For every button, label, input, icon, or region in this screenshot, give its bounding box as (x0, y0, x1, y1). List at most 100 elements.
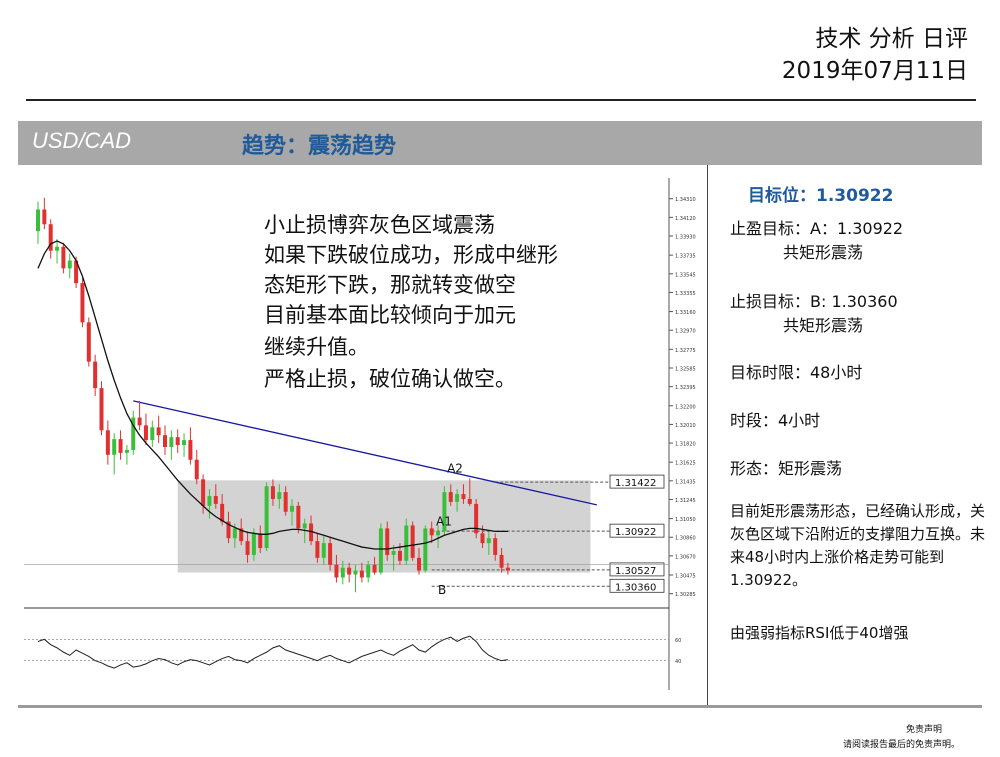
y-tick-label-15: 1.31435 (675, 479, 696, 485)
candle-body-36 (264, 486, 269, 549)
candle-body-17 (143, 425, 148, 441)
y-tick-label-3: 1.33735 (675, 254, 696, 260)
level-box-1 (609, 523, 665, 538)
candle-body-32 (239, 528, 244, 542)
candle-body-15 (131, 417, 136, 450)
level-box-0 (609, 474, 665, 489)
level-label-3: 1.30360 (615, 582, 656, 593)
candle-body-4 (61, 246, 66, 269)
candle-body-3 (55, 246, 60, 251)
candle-body-0 (36, 209, 40, 232)
period: 时段：4小时 (730, 411, 821, 430)
y-tick-label-6: 1.33160 (675, 310, 696, 316)
candle-body-44 (315, 541, 320, 558)
candle-body-66 (455, 494, 460, 502)
y-tick-label-13: 1.31820 (675, 442, 696, 448)
take-profit: 止盈目标：A：1.30922 (730, 219, 904, 238)
candle-body-72 (493, 538, 498, 555)
report-date: 2019年07月11日 (781, 58, 968, 84)
candle-body-37 (270, 486, 275, 499)
candle-body-1 (42, 209, 47, 225)
level-label-2: 1.30527 (615, 566, 656, 577)
rsi-line (37, 635, 508, 669)
candle-body-38 (277, 492, 282, 499)
y-tick-label-21: 1.30285 (675, 592, 696, 598)
candle-body-58 (404, 525, 409, 561)
candle-body-31 (232, 528, 237, 539)
note-line-3: 态矩形下跌，那就转变做空 (264, 273, 516, 297)
candle-body-25 (194, 459, 199, 480)
rsi-level-label-60: 60 (675, 638, 681, 644)
candle-body-50 (353, 570, 358, 575)
candle-body-34 (251, 533, 256, 555)
stop-loss: 止损目标：B: 1.30360 (730, 292, 898, 311)
price-chart: 1.34310 1.34120 1.33930 1.33735 1.33545 1.333… (24, 178, 696, 690)
footer-rule (18, 705, 982, 708)
candle-body-64 (442, 492, 447, 532)
y-tick-label-7: 1.32970 (675, 329, 696, 335)
candle-body-57 (397, 550, 402, 561)
rsi-note: 由强弱指标RSI低于40增强 (730, 624, 909, 642)
y-tick-label-14: 1.31625 (675, 461, 696, 467)
y-tick-label-19: 1.30670 (675, 554, 696, 560)
y-tick-label-16: 1.31245 (675, 498, 696, 504)
candle-body-33 (245, 541, 250, 555)
candle-body-7 (80, 283, 85, 323)
y-tick-label-17: 1.31050 (675, 517, 696, 523)
y-tick-label-20: 1.30475 (675, 574, 696, 580)
y-tick-label-8: 1.32775 (675, 348, 696, 354)
candle-body-62 (429, 528, 434, 536)
candle-body-20 (163, 435, 167, 447)
note-line-1: 小止损博弈灰色区域震荡 (264, 213, 495, 237)
time-limit: 目标时限：48小时 (730, 363, 863, 382)
candle-body-13 (118, 439, 123, 453)
disclaimer-text: 请阅读报告最后的免责声明。 (842, 740, 960, 750)
candle-body-59 (410, 525, 415, 558)
candle-body-40 (290, 505, 294, 512)
analysis-text: 目前矩形震荡形态，已经确认形成，关灰色区域下沿附近的支撑阻力互换。未来48小时内… (730, 502, 986, 589)
pattern: 形态：矩形震荡 (730, 459, 843, 478)
report-title: 技术 分析 日评 (815, 26, 968, 52)
candle-body-21 (169, 437, 174, 447)
y-tick-label-10: 1.32395 (675, 385, 696, 391)
candle-body-52 (366, 564, 371, 578)
panel-divider (707, 165, 708, 705)
candle-body-12 (112, 439, 117, 455)
note-line-4: 目前基本面比较倾向于加元 (264, 303, 516, 327)
level-label-1: 1.30922 (615, 527, 656, 538)
candle-body-51 (359, 570, 364, 578)
candle-body-18 (150, 427, 155, 441)
candle-body-54 (378, 528, 383, 573)
candle-body-67 (461, 494, 466, 499)
level-box-3 (609, 578, 665, 593)
candle-body-69 (474, 503, 479, 534)
header-rule (26, 99, 976, 101)
resistance-trendline (133, 400, 597, 506)
y-tick-label-12: 1.32010 (675, 423, 696, 429)
candle-body-65 (448, 492, 453, 502)
annotation-a2: A2 (447, 461, 463, 475)
candle-body-73 (499, 554, 504, 568)
candle-body-56 (391, 550, 396, 555)
candle-body-55 (385, 528, 390, 555)
y-tick-label-1: 1.34120 (675, 216, 696, 222)
candle-body-28 (213, 496, 218, 504)
currency-pair: USD/CAD (32, 128, 132, 153)
disclaimer-title: 免责声明 (905, 725, 942, 735)
candle-body-60 (417, 557, 421, 571)
candle-body-23 (182, 440, 187, 446)
note-line-5: 继续升值。 (264, 335, 369, 359)
candle-body-42 (302, 523, 307, 529)
y-tick-label-4: 1.33545 (675, 272, 696, 278)
y-tick-label-5: 1.33355 (675, 291, 696, 297)
note-line-6: 严格止损，破位确认做空。 (264, 367, 516, 391)
candle-body-29 (220, 503, 225, 522)
candle-body-74 (505, 567, 510, 571)
take-profit-sub: 共矩形震荡 (783, 243, 864, 262)
title-band (18, 121, 982, 165)
candle-body-14 (124, 449, 129, 453)
candle-body-27 (207, 496, 212, 506)
note-line-2: 如果下跌破位成功，形成中继形 (264, 243, 558, 267)
candle-body-8 (86, 322, 91, 362)
candle-body-63 (436, 531, 441, 536)
